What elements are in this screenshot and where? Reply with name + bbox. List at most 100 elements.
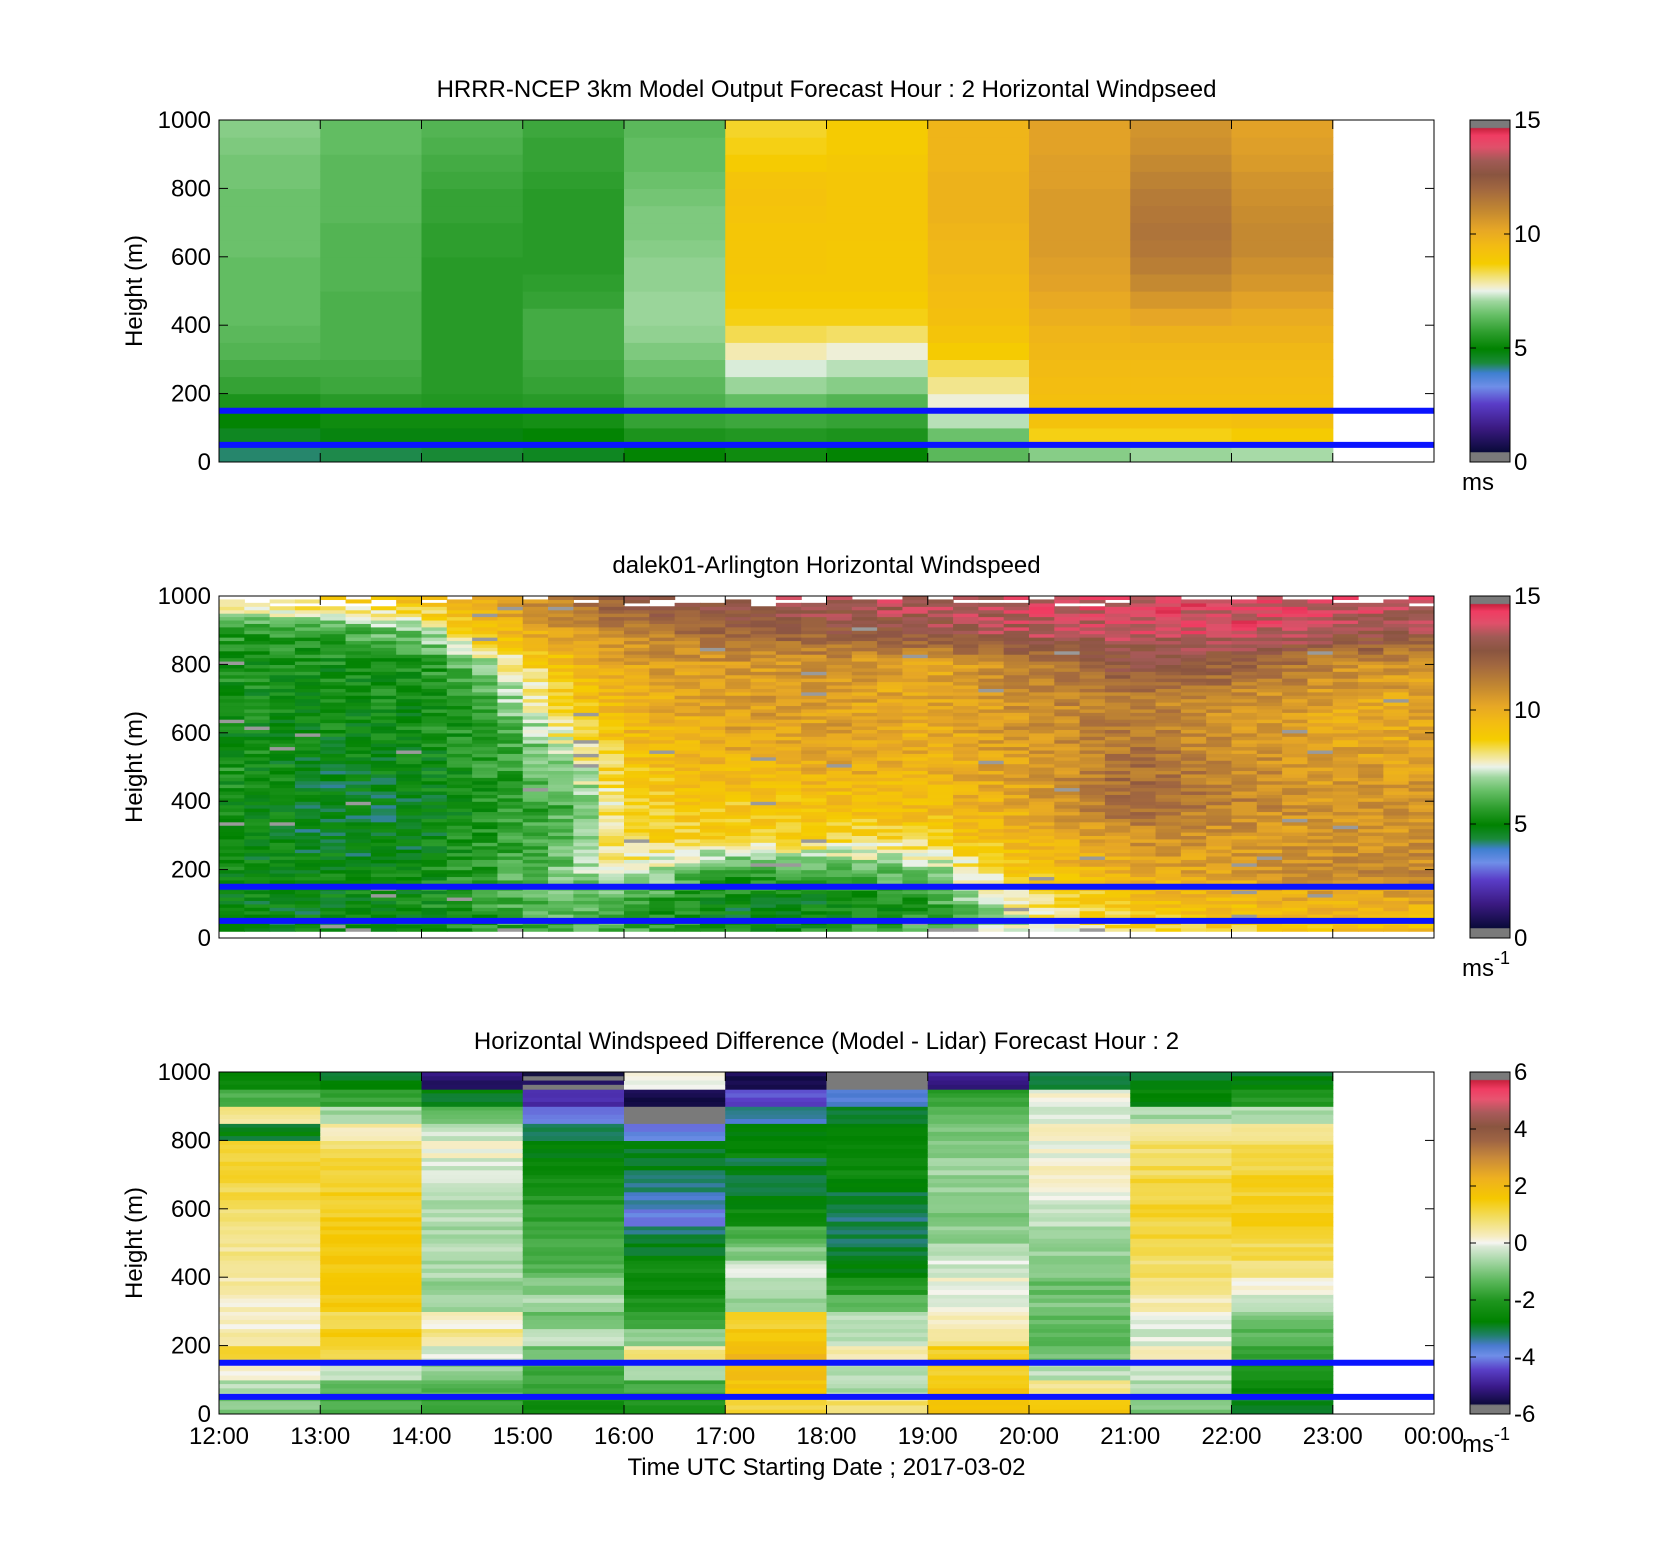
- heatmap-cell: [370, 873, 397, 878]
- heatmap-cell: [522, 688, 549, 693]
- heatmap-cell: [244, 725, 271, 730]
- heatmap-cell: [851, 708, 878, 713]
- heatmap-cell: [1155, 708, 1182, 713]
- heatmap-cell: [320, 657, 347, 662]
- heatmap-cell: [1282, 814, 1309, 819]
- heatmap-cell: [1130, 825, 1157, 830]
- heatmap-cell: [750, 859, 777, 864]
- heatmap-cell: [269, 873, 296, 878]
- heatmap-cell: [624, 821, 650, 826]
- heatmap-cell: [1054, 893, 1081, 898]
- heatmap-cell: [573, 722, 600, 727]
- heatmap-cell: [674, 808, 701, 813]
- heatmap-cell: [1358, 650, 1384, 655]
- heatmap-cell: [953, 845, 979, 850]
- heatmap-cell: [826, 797, 853, 802]
- heatmap-cell: [826, 705, 853, 710]
- heatmap-cell: [1231, 609, 1258, 614]
- heatmap-cell: [1180, 715, 1207, 720]
- heatmap-cell: [396, 712, 423, 717]
- heatmap-cell: [649, 831, 676, 836]
- heatmap-cell: [750, 650, 777, 655]
- heatmap-cell: [497, 873, 524, 878]
- heatmap-cell: [294, 927, 321, 932]
- heatmap-cell: [244, 907, 271, 912]
- heatmap-cell: [1256, 722, 1283, 727]
- heatmap-cell: [522, 120, 625, 138]
- heatmap-cell: [294, 831, 321, 836]
- heatmap-cell: [573, 619, 600, 624]
- heatmap-cell: [1104, 890, 1131, 895]
- heatmap-cell: [294, 821, 321, 826]
- heatmap-cell: [472, 852, 499, 857]
- heatmap-cell: [775, 862, 802, 867]
- heatmap-cell: [522, 681, 549, 686]
- heatmap-cell: [1408, 821, 1434, 826]
- heatmap-cell: [1282, 787, 1309, 792]
- heatmap-cell: [725, 633, 752, 638]
- heatmap-cell: [1358, 739, 1384, 744]
- heatmap-cell: [674, 838, 701, 843]
- heatmap-cell: [294, 623, 321, 628]
- heatmap-cell: [522, 725, 549, 730]
- heatmap-cell: [598, 828, 625, 833]
- heatmap-cell: [927, 308, 1030, 326]
- heatmap-cell: [1079, 784, 1106, 789]
- heatmap-cell: [775, 719, 802, 724]
- heatmap-cell: [522, 702, 549, 707]
- heatmap-cell: [1180, 859, 1207, 864]
- heatmap-cell: [674, 773, 701, 778]
- heatmap-cell: [725, 756, 752, 761]
- heatmap-cell: [219, 838, 245, 843]
- heatmap-cell: [1155, 862, 1182, 867]
- heatmap-cell: [421, 896, 448, 901]
- heatmap-cell: [1029, 831, 1055, 836]
- heatmap-cell: [244, 719, 271, 724]
- heatmap-cell: [1282, 626, 1309, 631]
- heatmap-cell: [1180, 722, 1207, 727]
- heatmap-cell: [446, 862, 473, 867]
- heatmap-cell: [927, 760, 954, 765]
- heatmap-cell: [1358, 828, 1384, 833]
- heatmap-cell: [573, 654, 600, 659]
- heatmap-cell: [497, 691, 524, 696]
- heatmap-cell: [1155, 873, 1182, 878]
- heatmap-cell: [1155, 691, 1182, 696]
- heatmap-cell: [548, 640, 574, 645]
- heatmap-cell: [801, 869, 828, 874]
- heatmap-cell: [598, 787, 625, 792]
- heatmap-cell: [497, 787, 524, 792]
- heatmap-cell: [269, 787, 296, 792]
- heatmap-cell: [421, 725, 448, 730]
- heatmap-cell: [725, 794, 752, 799]
- heatmap-cell: [370, 845, 397, 850]
- heatmap-cell: [927, 667, 954, 672]
- heatmap-cell: [446, 681, 473, 686]
- heatmap-cell: [421, 879, 448, 884]
- heatmap-cell: [826, 623, 853, 628]
- heatmap-cell: [573, 852, 600, 857]
- heatmap-cell: [1383, 739, 1410, 744]
- heatmap-cell: [1206, 657, 1233, 662]
- heatmap-cell: [902, 914, 929, 919]
- heatmap-cell: [624, 845, 650, 850]
- heatmap-cell: [396, 770, 423, 775]
- heatmap-cell: [345, 869, 372, 874]
- heatmap-cell: [219, 767, 245, 772]
- heatmap-cell: [269, 743, 296, 748]
- heatmap-cell: [370, 705, 397, 710]
- heatmap-cell: [624, 760, 650, 765]
- heatmap-cell: [1408, 859, 1434, 864]
- heatmap-cell: [1029, 879, 1055, 884]
- heatmap-cell: [624, 790, 650, 795]
- heatmap-cell: [699, 736, 726, 741]
- heatmap-cell: [1256, 708, 1283, 713]
- heatmap-cell: [320, 852, 347, 857]
- heatmap-cell: [674, 664, 701, 669]
- heatmap-cell: [1206, 691, 1233, 696]
- heatmap-cell: [674, 725, 701, 730]
- heatmap-cell: [598, 729, 625, 734]
- heatmap-cell: [1003, 927, 1030, 932]
- heatmap-cell: [396, 749, 423, 754]
- heatmap-cell: [1130, 273, 1233, 292]
